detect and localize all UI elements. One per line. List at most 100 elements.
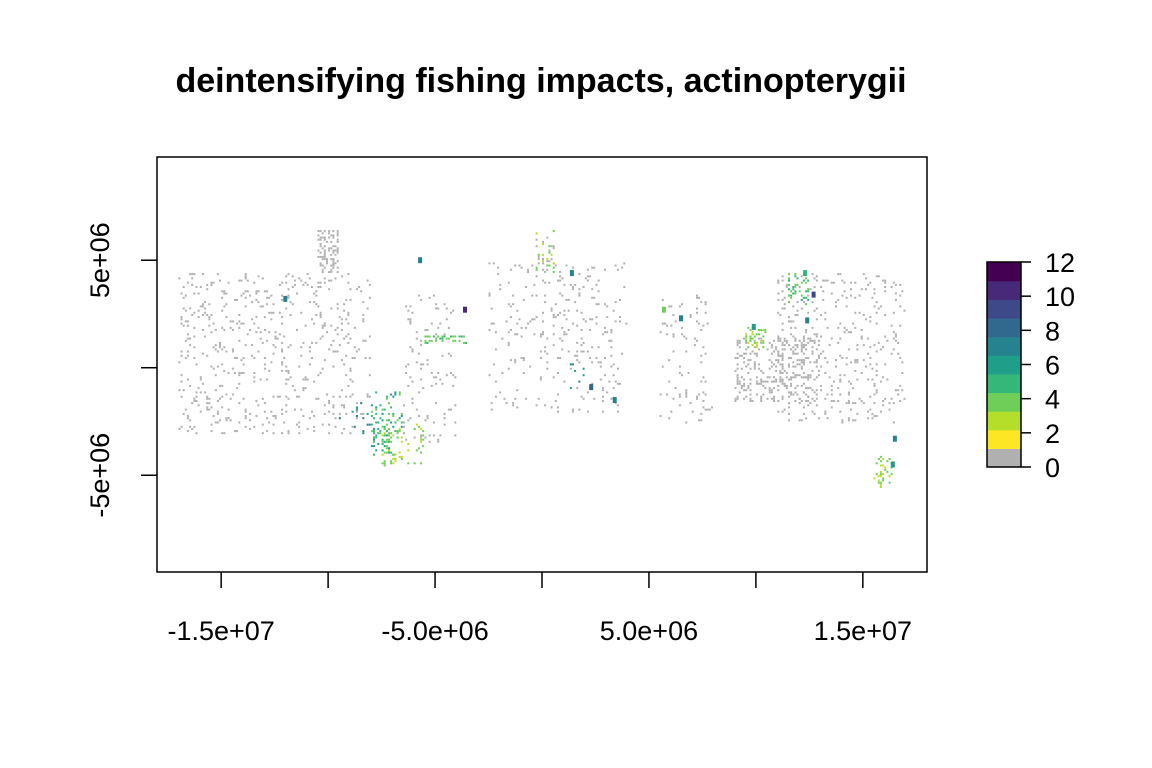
- map-cell: [743, 352, 746, 355]
- map-cell: [807, 288, 810, 291]
- map-cell: [578, 361, 581, 364]
- map-cell: [862, 344, 865, 347]
- map-cell: [800, 281, 803, 284]
- map-cell: [862, 273, 865, 276]
- map-cell: [332, 395, 335, 398]
- map-cell: [392, 415, 395, 417]
- map-cell: [328, 249, 331, 252]
- map-cell: [274, 337, 277, 340]
- map-cell: [544, 404, 547, 407]
- map-cell: [332, 249, 335, 252]
- map-cell: [755, 346, 758, 349]
- map-cell: [873, 393, 876, 396]
- map-cell: [884, 281, 887, 284]
- map-cell: [263, 367, 266, 370]
- map-cell: [285, 378, 288, 381]
- map-cell: [381, 443, 384, 445]
- map-cell: [373, 427, 375, 430]
- map-cell: [246, 290, 249, 293]
- map-cell: [542, 311, 544, 314]
- map-cell: [323, 251, 326, 254]
- legend-tick-label: 2: [1045, 419, 1060, 449]
- map-cell: [790, 296, 793, 299]
- map-cell: [781, 279, 784, 282]
- map-cell: [420, 434, 423, 437]
- map-cell: [777, 335, 780, 338]
- map-cell: [189, 344, 192, 347]
- map-cell: [373, 445, 375, 448]
- map-cell: [304, 281, 307, 284]
- map-cell: [792, 305, 795, 308]
- map-cell: [313, 430, 316, 433]
- map-cell: [204, 301, 207, 304]
- map-cell: [899, 324, 902, 327]
- map-cell: [760, 339, 763, 342]
- map-cell: [792, 350, 795, 353]
- map-cell: [375, 412, 378, 415]
- map-cell: [420, 438, 423, 441]
- map-cell: [420, 363, 423, 366]
- map-cell: [287, 430, 290, 433]
- map-cell: [800, 294, 803, 297]
- map-cell: [802, 279, 805, 282]
- map-cell: [815, 275, 818, 278]
- map-cell: [362, 430, 365, 433]
- map-cell: [563, 314, 566, 316]
- map-cell: [509, 359, 512, 362]
- map-cell: [685, 337, 688, 340]
- legend-tick-label: 0: [1045, 453, 1060, 483]
- legend-tick-label: 6: [1045, 351, 1060, 381]
- map-cell: [321, 367, 324, 370]
- map-cell: [875, 374, 878, 377]
- map-cell: [882, 477, 885, 480]
- map-cell: [266, 430, 269, 433]
- map-cell: [182, 389, 185, 392]
- map-cell: [454, 434, 457, 437]
- map-cell: [830, 384, 833, 387]
- map-cell: [805, 344, 808, 347]
- map-cell: [783, 344, 786, 347]
- map-cell: [544, 301, 547, 304]
- map-cell: [614, 402, 617, 405]
- map-cell: [775, 346, 778, 349]
- map-cell: [343, 303, 346, 306]
- map-cell: [437, 307, 440, 310]
- map-cell: [268, 331, 271, 334]
- map-cell: [811, 389, 814, 392]
- map-cell: [794, 387, 797, 390]
- map-cell: [368, 357, 371, 359]
- map-cell: [516, 309, 519, 312]
- map-cell: [385, 434, 388, 437]
- map-cell: [794, 391, 797, 394]
- map-cell: [400, 440, 403, 443]
- map-cell: [289, 344, 292, 347]
- map-cell: [317, 374, 320, 377]
- map-cell: [745, 352, 748, 355]
- map-cell: [820, 314, 823, 316]
- map-cell: [546, 260, 549, 263]
- map-cell: [824, 410, 827, 413]
- map-cell: [317, 234, 320, 237]
- map-cell: [800, 400, 803, 402]
- map-cell: [788, 412, 790, 415]
- map-cell: [591, 361, 594, 364]
- map-cell: [184, 408, 187, 411]
- map-cell: [666, 333, 669, 336]
- map-cell: [785, 341, 788, 344]
- map-cell: [788, 391, 790, 394]
- map-cell: [781, 348, 784, 351]
- map-cell: [240, 294, 243, 297]
- map-cell: [332, 406, 335, 409]
- map-cell: [311, 410, 313, 413]
- map-cell: [894, 333, 897, 336]
- map-cell: [443, 412, 446, 415]
- map-cell: [542, 331, 544, 334]
- map-cell: [894, 292, 897, 295]
- map-cell: [336, 326, 339, 329]
- map-cell: [512, 303, 515, 306]
- map-cell: [768, 359, 771, 362]
- map-cell: [193, 357, 196, 359]
- map-cell: [826, 326, 829, 329]
- map-cell: [197, 404, 200, 407]
- map-cell: [281, 361, 284, 364]
